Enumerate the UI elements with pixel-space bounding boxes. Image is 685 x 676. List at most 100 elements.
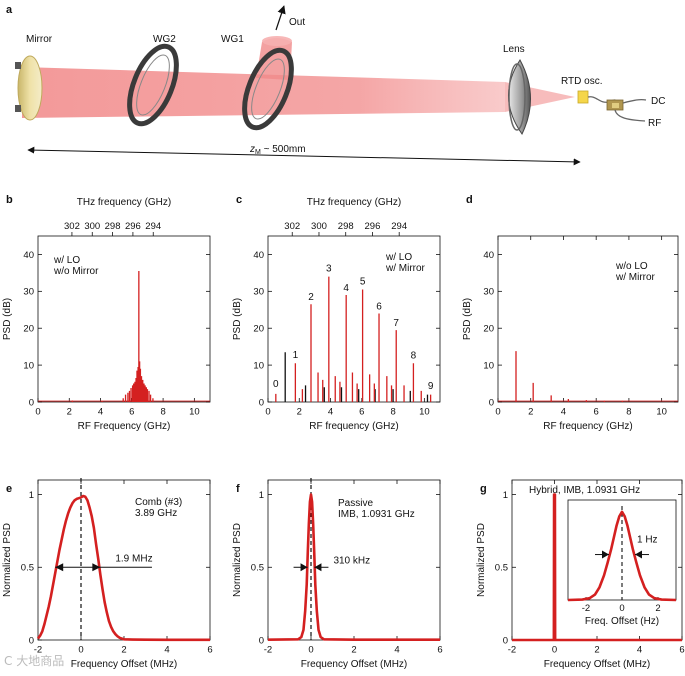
y-tick-label: 1 <box>259 490 264 501</box>
inset-x-axis-label: Freq. Offset (Hz) <box>585 616 659 627</box>
x-tick-label: -2 <box>508 645 516 656</box>
x-tick-label: 2 <box>351 645 356 656</box>
x-tick-label: 8 <box>160 407 165 418</box>
x-tick-label: 2 <box>121 645 126 656</box>
panel-letter-e: e <box>6 483 12 495</box>
y-tick-label: 0 <box>259 635 264 646</box>
y-tick-label: 20 <box>23 324 34 335</box>
series-red-spikes <box>275 276 432 402</box>
top-tick-label: 294 <box>391 221 407 232</box>
y-axis-label: Normalized PSD <box>232 523 243 597</box>
series-red-spikes <box>71 271 154 402</box>
x-tick-label: 6 <box>207 645 212 656</box>
x-axis-label: RF frequency (GHz) <box>309 421 398 432</box>
panel-a: a Mirror WG2 WG1 Out Lens RTD <box>6 4 665 166</box>
y-tick-label: 0.5 <box>495 563 508 574</box>
wg2-wire <box>136 54 170 116</box>
panel-letter-c: c <box>236 194 242 206</box>
label-wg2: WG2 <box>153 34 176 45</box>
y-tick-label: 20 <box>483 324 494 335</box>
series-red-curve <box>267 493 440 642</box>
y-tick-label: 0 <box>489 397 494 408</box>
y-tick-label: 1 <box>29 490 34 501</box>
peak-label: 1 <box>293 350 299 361</box>
y-tick-label: 30 <box>23 287 34 298</box>
x-axis-label: Frequency Offset (MHz) <box>301 659 408 670</box>
peak-label: 0 <box>273 379 279 390</box>
x-tick-label: 6 <box>359 407 364 418</box>
fwhm-arrow-left <box>55 563 64 572</box>
y-axis-label: PSD (dB) <box>462 298 473 340</box>
x-axis-label: Frequency Offset (MHz) <box>71 659 178 670</box>
inset-linewidth-label: 1 Hz <box>637 535 658 546</box>
y-tick-label: 0 <box>29 397 34 408</box>
x-axis-label: Frequency Offset (MHz) <box>544 659 651 670</box>
linewidth-label: 1.9 MHz <box>115 553 152 564</box>
linewidth-label: 310 kHz <box>333 555 370 566</box>
series-black-spikes <box>284 352 429 402</box>
annotation-line: Comb (#3) <box>135 497 182 508</box>
annotation-line: w/ Mirror <box>385 263 426 274</box>
x-tick-label: 0 <box>78 645 83 656</box>
y-tick-label: 20 <box>253 324 264 335</box>
label-wg1: WG1 <box>221 34 244 45</box>
panel-letter-f: f <box>236 483 240 495</box>
inset-x-tick-label: 2 <box>655 603 660 614</box>
top-axis-label: THz frequency (GHz) <box>77 197 171 208</box>
rtd-chip <box>577 90 589 104</box>
x-tick-label: 0 <box>265 407 270 418</box>
out-arrow <box>275 5 286 31</box>
y-tick-label: 30 <box>483 287 494 298</box>
x-tick-label: 10 <box>189 407 200 418</box>
y-tick-label: 10 <box>23 360 34 371</box>
x-tick-label: 4 <box>637 645 642 656</box>
dc-wire <box>622 98 647 104</box>
series-red-curve <box>512 493 682 642</box>
lens-rim <box>508 63 526 131</box>
x-tick-label: 0 <box>552 645 557 656</box>
x-tick-label: 6 <box>679 645 684 656</box>
annotation-line: 3.89 GHz <box>135 508 177 519</box>
panel-letter-g: g <box>480 483 487 495</box>
plot-frame <box>37 235 211 403</box>
x-tick-label: 2 <box>67 407 72 418</box>
x-tick-label: 2 <box>528 407 533 418</box>
top-tick-label: 296 <box>125 221 141 232</box>
y-tick-label: 1 <box>503 490 508 501</box>
peak-label: 9 <box>428 381 434 392</box>
y-tick-label: 0 <box>259 397 264 408</box>
rf-wire <box>614 109 646 122</box>
x-tick-label: 2 <box>594 645 599 656</box>
series-red-curve <box>36 494 210 642</box>
distance-arrow <box>27 146 581 166</box>
mirror-disc <box>17 55 43 121</box>
chart-title: Hybrid, IMB, 1.0931 GHz <box>529 485 640 496</box>
x-tick-label: 8 <box>390 407 395 418</box>
x-tick-label: 6 <box>437 645 442 656</box>
panel-letter-d: d <box>466 194 473 206</box>
plot-frame <box>497 235 679 403</box>
y-axis-label: Normalized PSD <box>2 523 13 597</box>
x-tick-label: 0 <box>308 645 313 656</box>
annotation-line: w/ LO <box>53 255 80 266</box>
top-tick-label: 302 <box>284 221 300 232</box>
panel-letter-a: a <box>6 4 13 16</box>
x-tick-label: 4 <box>98 407 103 418</box>
top-tick-label: 300 <box>311 221 327 232</box>
y-tick-label: 0.5 <box>251 563 264 574</box>
series-red-spikes <box>515 351 624 402</box>
top-tick-label: 296 <box>365 221 381 232</box>
y-tick-label: 40 <box>483 250 494 261</box>
annotation-line: IMB, 1.0931 GHz <box>338 509 415 520</box>
inset-fwhm-arrow-left <box>602 550 609 559</box>
peak-label: 2 <box>308 292 314 303</box>
top-tick-label: 294 <box>145 221 161 232</box>
x-axis-label: RF Frequency (GHz) <box>78 421 171 432</box>
annotation-line: w/o LO <box>615 261 648 272</box>
x-tick-label: 10 <box>656 407 667 418</box>
chart-b: b 0 2 4 6 8 10 0 10 20 30 40 RF Frequency (GHz) PSD (… <box>2 194 211 432</box>
y-tick-label: 40 <box>23 250 34 261</box>
